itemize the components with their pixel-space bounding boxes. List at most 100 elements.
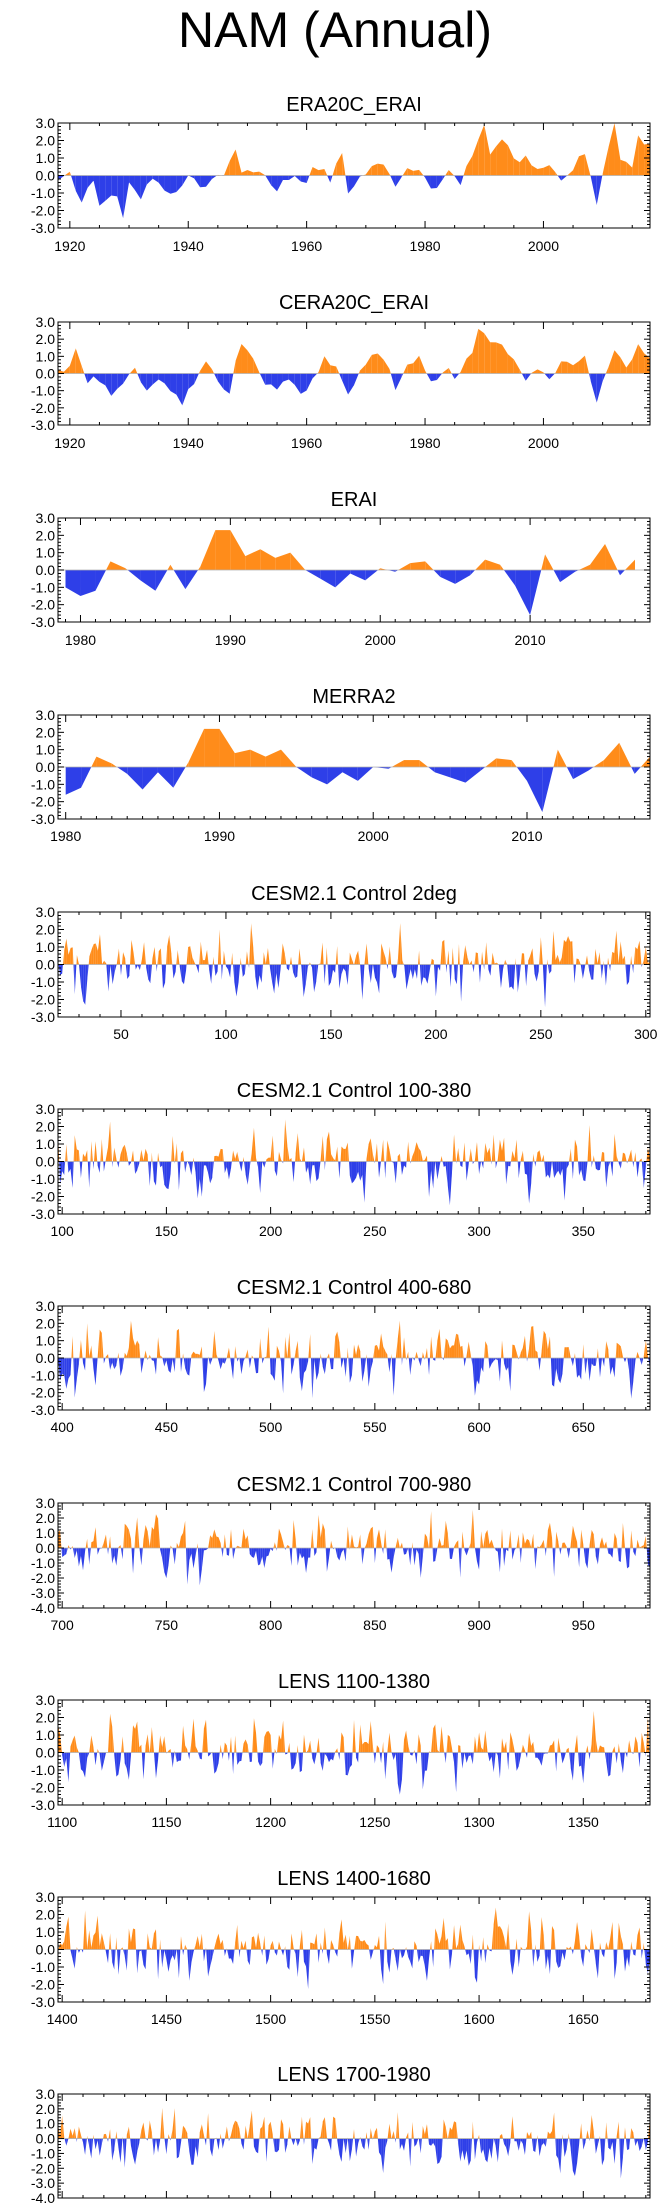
area-segment (504, 1548, 507, 1567)
area-segment (83, 1548, 86, 1571)
area-segment (498, 964, 501, 988)
area-segment (358, 1344, 361, 1358)
area-segment (535, 1949, 538, 1962)
area-segment (612, 1161, 614, 1177)
area-segment (324, 1161, 325, 1171)
area-segment (176, 175, 183, 193)
area-segment (177, 950, 180, 965)
area-segment (523, 1161, 525, 1174)
area-segment (593, 1155, 595, 1162)
area-segment (612, 1358, 615, 1378)
area-segment (316, 1161, 319, 1182)
area-segment (285, 1752, 288, 1755)
area-segment (637, 1742, 639, 1753)
area-segment (253, 1358, 257, 1374)
area-segment (93, 1161, 95, 1170)
area-segment (223, 1161, 225, 1174)
area-segment (379, 1949, 382, 1969)
area-segment (120, 964, 122, 976)
area-segment (303, 2138, 305, 2145)
area-segment (445, 2126, 448, 2139)
area-segment (397, 1752, 400, 1795)
area-segment (59, 1161, 61, 1185)
area-segment (554, 1740, 555, 1753)
area-segment (504, 1358, 507, 1371)
area-segment (558, 1358, 561, 1384)
area-segment (521, 1744, 523, 1753)
area-segment (433, 2138, 436, 2147)
area-segment (88, 956, 90, 965)
area-segment (237, 1752, 240, 1765)
area-segment (76, 955, 77, 965)
area-segment (443, 1520, 446, 1548)
area-segment (606, 1161, 609, 1188)
area-segment (599, 1358, 603, 1378)
area-segment (408, 1744, 410, 1753)
area-segment (425, 561, 434, 570)
area-segment (158, 1152, 160, 1162)
area-segment (641, 1545, 644, 1548)
area-segment (533, 1741, 535, 1753)
area-segment (134, 1537, 136, 1548)
area-segment (573, 361, 579, 374)
area-segment (324, 356, 331, 374)
area-segment (146, 964, 149, 980)
area-segment (510, 1530, 512, 1548)
area-segment (87, 175, 94, 188)
area-segment (106, 561, 111, 570)
area-segment (222, 2138, 225, 2149)
area-segment (172, 1358, 175, 1373)
series-area (58, 2108, 650, 2179)
area-segment (597, 1548, 600, 1565)
area-segment (268, 1730, 271, 1753)
area-segment (383, 1529, 386, 1548)
area-segment (201, 1346, 203, 1358)
area-segment (497, 1158, 498, 1162)
area-segment (544, 1161, 546, 1178)
area-segment (493, 1546, 495, 1548)
area-segment (314, 1752, 317, 1765)
area-segment (328, 1949, 331, 1965)
area-segment (145, 1734, 148, 1753)
area-segment (222, 950, 224, 965)
area-segment (430, 958, 432, 965)
area-segment (406, 1351, 409, 1358)
area-segment (604, 964, 606, 986)
area-segment (243, 1940, 246, 1950)
area-segment (483, 1142, 486, 1162)
area-segment (221, 2138, 223, 2149)
area-segment (133, 1725, 136, 1753)
area-segment (295, 1340, 298, 1358)
area-segment (567, 361, 574, 374)
area-segment (325, 947, 327, 965)
area-segment (316, 964, 319, 982)
area-segment (125, 958, 126, 965)
area-segment (511, 964, 514, 990)
area-segment (238, 1949, 240, 1958)
area-segment (353, 2129, 354, 2139)
area-segment (87, 1538, 88, 1548)
area-segment (545, 964, 547, 1008)
area-segment (597, 1161, 600, 1171)
area-segment (443, 1918, 446, 1950)
area-segment (303, 1949, 307, 1967)
area-segment (577, 1358, 580, 1378)
area-segment (187, 2133, 188, 2139)
area-segment (320, 1942, 322, 1950)
area-segment (247, 1161, 250, 1185)
area-segment (527, 2132, 530, 2139)
area-segment (470, 2138, 472, 2161)
area-segment (472, 1161, 475, 1165)
area-segment (541, 1154, 544, 1162)
area-segment (173, 767, 186, 788)
area-segment (389, 1149, 392, 1162)
area-segment (266, 2138, 268, 2162)
area-segment (210, 1161, 213, 1184)
area-segment (265, 1159, 267, 1162)
area-segment (433, 1161, 436, 1189)
area-segment (439, 1328, 442, 1358)
area-segment (476, 1548, 480, 1570)
area-segment (379, 964, 381, 994)
area-segment (518, 1161, 521, 1179)
area-segment (77, 1949, 79, 1953)
